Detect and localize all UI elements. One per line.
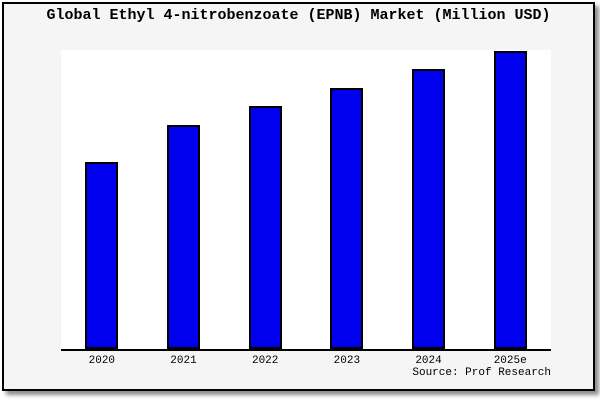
x-tick-label: 2020 bbox=[88, 355, 116, 367]
chart-title: Global Ethyl 4-nitrobenzoate (EPNB) Mark… bbox=[46, 7, 551, 24]
bar-slot bbox=[224, 50, 306, 349]
plot-area bbox=[61, 50, 551, 351]
x-tick-label: 2021 bbox=[170, 355, 197, 367]
source-note: Source: Prof Research bbox=[412, 367, 551, 379]
x-tick-label: 2023 bbox=[333, 355, 361, 367]
bar-2025e bbox=[493, 51, 527, 349]
bar-2024 bbox=[412, 68, 446, 349]
x-axis-labels: 2020 2021 2022 2023 2024 2025e bbox=[61, 355, 551, 367]
bar-2022 bbox=[248, 105, 282, 349]
bar-2020 bbox=[85, 161, 119, 349]
x-tick-label: 2022 bbox=[251, 355, 279, 367]
bar-slot bbox=[388, 50, 470, 349]
bar-slot bbox=[61, 50, 143, 349]
bar-2023 bbox=[330, 87, 364, 349]
chart-figure: Global Ethyl 4-nitrobenzoate (EPNB) Mark… bbox=[2, 2, 595, 391]
bar-slot bbox=[306, 50, 388, 349]
bar-slot bbox=[469, 50, 551, 349]
bar-2021 bbox=[167, 124, 200, 349]
x-tick-label: 2025e bbox=[493, 355, 527, 367]
bar-slot bbox=[143, 50, 225, 349]
x-tick-label: 2024 bbox=[415, 355, 442, 367]
bars-container bbox=[61, 50, 551, 349]
